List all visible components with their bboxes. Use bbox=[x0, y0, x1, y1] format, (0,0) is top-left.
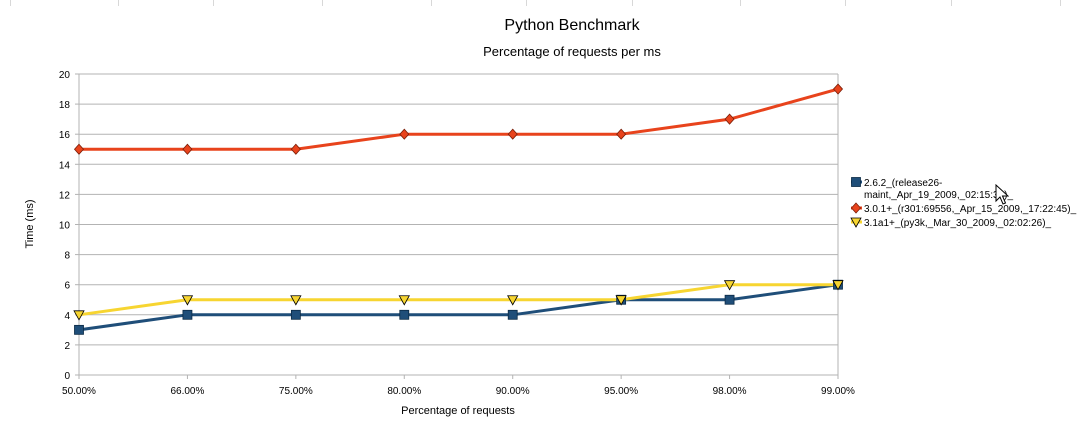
series-1-point bbox=[182, 309, 193, 320]
legend-entry-text: maint,_Apr_19_2009,_02:15:38)_ bbox=[864, 190, 1013, 201]
series-3-point bbox=[507, 295, 519, 306]
series-2-point bbox=[616, 128, 627, 140]
x-tick-label: 75.00% bbox=[279, 386, 313, 397]
series-line-3 bbox=[78, 283, 838, 317]
series-3-point bbox=[181, 295, 194, 306]
sheet-cell-border bbox=[10, 0, 11, 6]
legend-marker bbox=[850, 202, 862, 214]
series-3-point bbox=[398, 295, 410, 306]
y-tick-label: 4 bbox=[64, 311, 70, 322]
legend: 2.6.2_(release26-maint,_Apr_19_2009,_02:… bbox=[850, 177, 1077, 229]
series-2-point bbox=[182, 143, 193, 155]
series-1-point bbox=[399, 309, 410, 320]
series-3-point bbox=[615, 295, 627, 306]
x-axis-label: Percentage of requests bbox=[401, 405, 515, 417]
x-tick-label: 80.00% bbox=[387, 386, 421, 397]
x-tick-label: 99.00% bbox=[821, 386, 855, 397]
sheet-cell-border bbox=[632, 0, 633, 6]
sheet-cell-border bbox=[431, 0, 432, 6]
sheet-cell-border bbox=[118, 0, 119, 6]
series-1-point bbox=[507, 309, 518, 320]
series-2-point bbox=[399, 128, 410, 140]
legend-entry-text: 2.6.2_(release26- bbox=[864, 178, 942, 189]
series-3-point bbox=[290, 295, 302, 306]
sheet-cell-border bbox=[213, 0, 214, 6]
y-tick-label: 2 bbox=[64, 341, 70, 352]
series-1-point bbox=[724, 294, 735, 305]
y-tick-label: 8 bbox=[64, 251, 70, 262]
series-line-2 bbox=[79, 87, 839, 151]
series-2-point bbox=[724, 113, 735, 125]
sheet-cell-border bbox=[845, 0, 846, 6]
y-tick-label: 20 bbox=[59, 70, 71, 81]
series-2-point bbox=[73, 143, 85, 155]
sheet-cell-border bbox=[322, 0, 323, 6]
y-tick-label: 10 bbox=[59, 221, 71, 232]
plot-area: 0 2 4 6 8 10 12 14 16 18 20 50.00% 66.00% 75.00% 80.00… bbox=[59, 70, 855, 397]
y-tick-label: 14 bbox=[59, 160, 71, 171]
x-tick-label: 95.00% bbox=[604, 386, 638, 397]
x-tick-label: 50.00% bbox=[62, 386, 96, 397]
series-3-point bbox=[832, 280, 844, 291]
sheet-cell-border bbox=[1060, 0, 1061, 6]
series-3-point bbox=[73, 310, 85, 321]
y-tick-label: 0 bbox=[64, 371, 70, 382]
legend-marker bbox=[850, 217, 862, 228]
y-tick-label: 16 bbox=[59, 130, 71, 141]
spreadsheet-top-strip bbox=[0, 0, 1089, 6]
x-tick-label: 90.00% bbox=[496, 386, 530, 397]
sheet-cell-border bbox=[526, 0, 527, 6]
x-tick-label: 98.00% bbox=[713, 386, 747, 397]
chart-subtitle: Percentage of requests per ms bbox=[483, 44, 661, 59]
series-2-point bbox=[507, 128, 518, 140]
y-axis-label: Time (ms) bbox=[24, 199, 36, 248]
sheet-cell-border bbox=[951, 0, 952, 6]
legend-entry-text: 3.0.1+_(r301:69556,_Apr_15_2009,_17:22:4… bbox=[864, 204, 1077, 215]
y-tick-label: 18 bbox=[59, 100, 71, 111]
mouse-pointer-icon bbox=[995, 184, 1009, 205]
series-1-point bbox=[74, 324, 84, 335]
series-line-1 bbox=[78, 283, 839, 332]
sheet-cell-border bbox=[740, 0, 741, 6]
series-1-point bbox=[290, 309, 301, 320]
y-tick-label: 6 bbox=[64, 281, 70, 292]
y-tick-label: 12 bbox=[59, 190, 71, 201]
legend-marker bbox=[851, 177, 861, 187]
series-3-point bbox=[723, 280, 736, 291]
legend-entry-text: 3.1a1+_(py3k,_Mar_30_2009,_02:02:26)_ bbox=[864, 218, 1052, 229]
chart-title: Python Benchmark bbox=[504, 17, 640, 34]
series-2-point bbox=[290, 143, 301, 155]
series-2-point bbox=[832, 83, 844, 95]
x-tick-label: 66.00% bbox=[170, 386, 204, 397]
